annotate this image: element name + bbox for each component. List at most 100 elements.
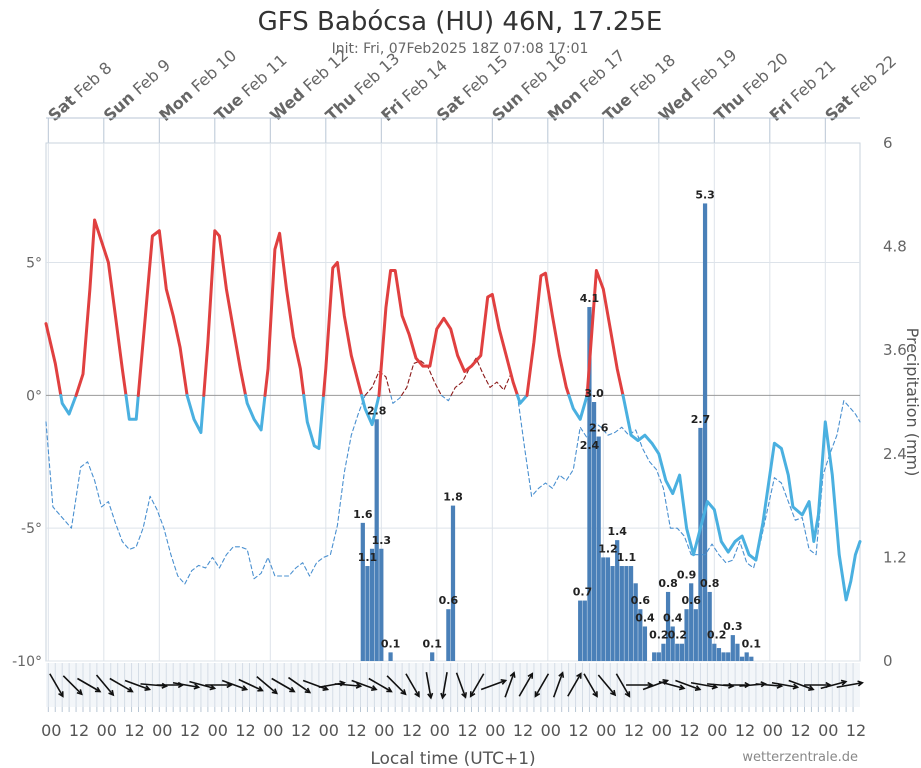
time-tick-label: 12 xyxy=(457,721,477,740)
wind-arrow xyxy=(567,673,582,697)
precipitation-axis-title: Precipitation (mm) xyxy=(903,328,921,477)
wind-arrowhead xyxy=(440,692,447,700)
dewpoint-line xyxy=(450,357,518,396)
wind-arrowhead xyxy=(193,683,201,690)
precip-value-label: 4.1 xyxy=(580,292,600,305)
temperature-line xyxy=(244,393,267,432)
precip-value-label: 2.7 xyxy=(691,413,711,426)
wind-arrowhead xyxy=(624,691,631,698)
precip-value-label: 0.1 xyxy=(422,637,442,650)
wind-arrowhead xyxy=(144,685,152,691)
precip-bar xyxy=(670,626,675,661)
precip-bar xyxy=(379,548,384,661)
temperature-line xyxy=(621,393,862,602)
precip-value-label: 1.4 xyxy=(607,525,627,538)
temperature-line xyxy=(59,393,78,416)
time-tick-label: 12 xyxy=(346,721,366,740)
wind-arrowhead xyxy=(576,672,582,679)
dewpoint-line xyxy=(400,360,442,396)
precip-bar xyxy=(684,609,689,661)
wind-arrow xyxy=(820,680,847,690)
precip-bar xyxy=(388,652,393,661)
precip-bar xyxy=(633,583,638,661)
time-tick-label: 12 xyxy=(790,721,810,740)
precip-value-label: 0.1 xyxy=(742,637,762,650)
time-tick-label: 00 xyxy=(208,721,228,740)
wind-arrow xyxy=(109,677,133,693)
wind-arrow xyxy=(658,680,685,690)
wind-arrow xyxy=(62,675,83,695)
precip-bar xyxy=(689,583,694,661)
precip-value-label: 0.8 xyxy=(658,577,678,590)
temperature-line xyxy=(516,393,529,405)
precip-bar xyxy=(716,648,722,661)
precip-bar xyxy=(360,522,365,661)
precip-bar xyxy=(702,203,708,661)
wind-arrow xyxy=(552,672,564,698)
precip-value-label: 5.3 xyxy=(695,188,715,201)
wind-arrow xyxy=(77,677,101,693)
wind-arrow xyxy=(504,672,515,698)
precip-bar xyxy=(730,635,735,661)
temperature-axis: 5° 0° -5° -10° xyxy=(12,256,42,670)
wind-arrow xyxy=(455,672,467,698)
time-tick-label: 12 xyxy=(624,721,644,740)
precip-bar xyxy=(726,652,731,661)
temp-tick-label: -5° xyxy=(21,521,42,537)
time-tick-label: 12 xyxy=(180,721,200,740)
wind-arrowhead xyxy=(94,686,102,693)
precip-value-label: 1.3 xyxy=(372,534,392,547)
time-tick-label: 00 xyxy=(41,721,61,740)
precip-bar xyxy=(739,656,745,661)
credit-label: wetterzentrale.de xyxy=(742,750,858,765)
precip-value-label: 0.3 xyxy=(723,620,743,633)
precip-bar xyxy=(615,540,620,661)
time-tick-label: 00 xyxy=(763,721,783,740)
wind-arrowhead xyxy=(400,689,407,696)
wind-arrowhead xyxy=(355,682,363,689)
precip-value-label: 0.1 xyxy=(381,637,401,650)
precip-bar xyxy=(665,591,671,661)
time-tick-label: 00 xyxy=(152,721,172,740)
wind-arrowhead xyxy=(678,684,686,691)
temperature-line xyxy=(567,393,589,421)
temperature-line xyxy=(322,261,364,397)
wind-arrowhead xyxy=(304,687,312,694)
precipitation-bars xyxy=(360,203,754,661)
wind-arrowhead xyxy=(558,671,565,678)
wind-arrowhead xyxy=(592,691,598,698)
precip-bar xyxy=(619,566,624,661)
wind-arrow xyxy=(788,679,814,691)
wind-arrowhead xyxy=(808,685,815,691)
precip-value-label: 0.4 xyxy=(663,611,683,624)
wind-arrowhead xyxy=(386,686,393,693)
time-tick-label: 00 xyxy=(818,721,838,740)
precip-value-label: 0.8 xyxy=(700,577,720,590)
wind-arrow xyxy=(597,674,616,696)
time-tick-label: 12 xyxy=(402,721,422,740)
precip-value-label: 1.8 xyxy=(443,491,463,504)
wind-arrowhead xyxy=(694,685,702,691)
time-tick-label: 00 xyxy=(652,721,672,740)
wind-arrowhead xyxy=(461,692,467,699)
temperature-line xyxy=(185,393,206,434)
dewpoint-line xyxy=(45,394,366,585)
precip-bar xyxy=(656,652,661,661)
precipitation-labels: 1.6 1.1 2.8 1.3 0.1 0.1 0.6 1.8 0.7 4.1 3.0 2.4 2.6 1… xyxy=(353,188,761,650)
wind-arrow xyxy=(124,679,150,691)
wind-arrow xyxy=(441,672,448,698)
precip-tick-label: 6 xyxy=(883,134,893,152)
temperature-line xyxy=(377,269,519,397)
precip-tick-label: 2.4 xyxy=(883,445,907,463)
precip-bar xyxy=(591,402,597,661)
time-tick-label: 00 xyxy=(263,721,283,740)
precip-tick-label: 3.6 xyxy=(883,341,907,359)
temperature-line xyxy=(44,322,63,397)
precip-bar xyxy=(578,600,583,661)
wind-arrowhead xyxy=(527,672,534,679)
time-tick-label: 12 xyxy=(291,721,311,740)
wind-arrow xyxy=(480,679,506,691)
wind-arrowhead xyxy=(414,691,420,698)
